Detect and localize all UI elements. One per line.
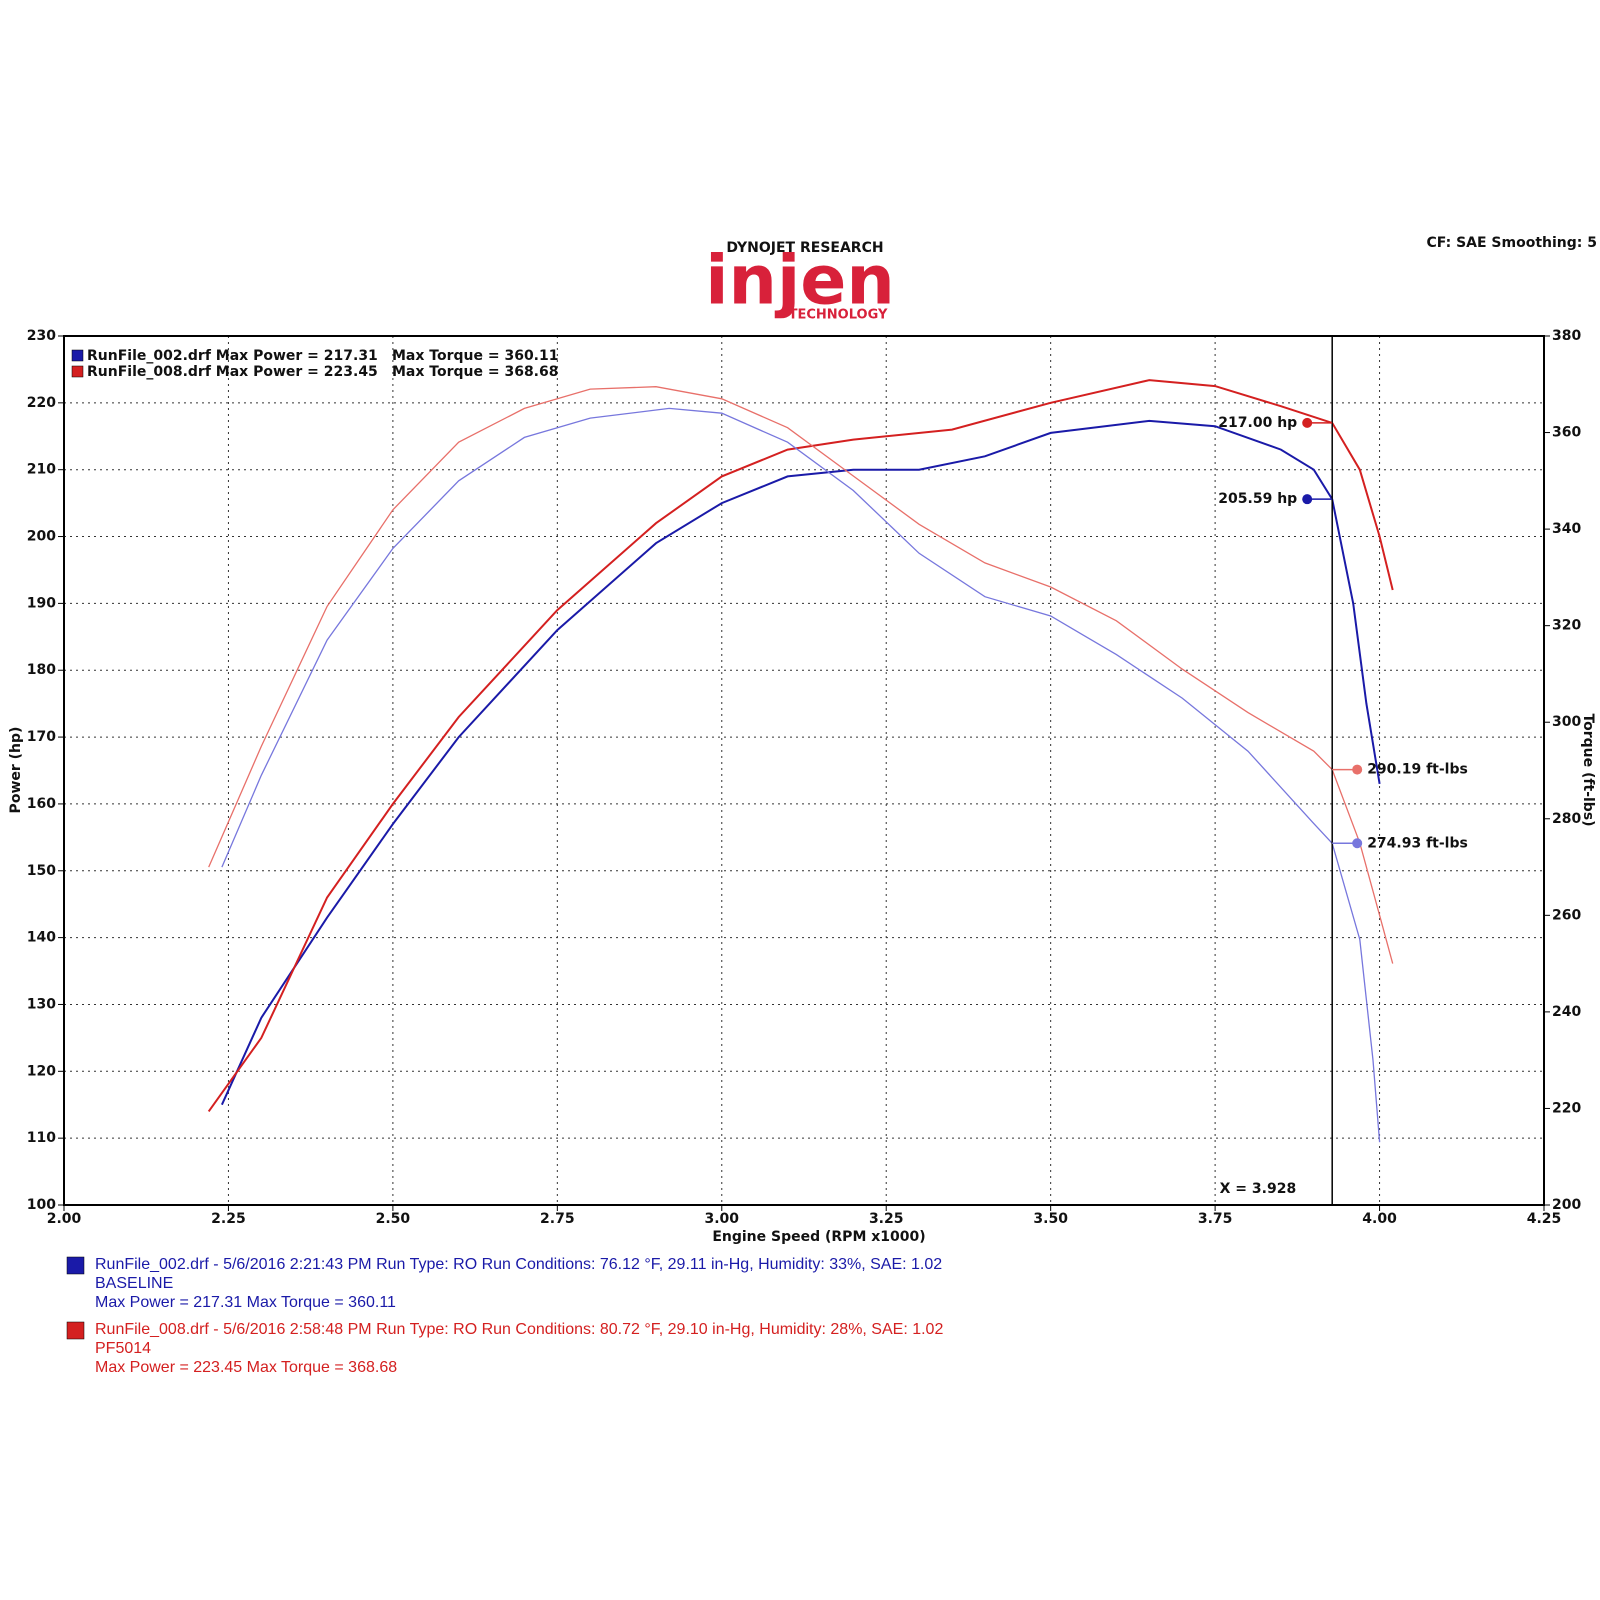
cursor-readout: 217.00 hp (1218, 415, 1297, 431)
y-tick-label: 140 (27, 930, 56, 946)
header: DYNOJET RESEARCH (726, 240, 883, 256)
y-tick-label: 200 (27, 529, 56, 545)
note-line: Max Power = 223.45 Max Torque = 368.68 (95, 1359, 397, 1376)
y2-tick-label: 380 (1552, 328, 1581, 344)
note-swatch (66, 1256, 85, 1275)
note-line: RunFile_002.drf - 5/6/2016 2:21:43 PM Ru… (95, 1256, 942, 1273)
y-tick-label: 170 (27, 729, 56, 745)
plot-frame (63, 335, 1545, 1206)
note-line: RunFile_008.drf - 5/6/2016 2:58:48 PM Ru… (95, 1321, 943, 1338)
y-tick-label: 120 (27, 1063, 56, 1079)
x-tick-label: 2.75 (540, 1211, 575, 1227)
x-tick-label: 2.25 (211, 1211, 246, 1227)
y2-tick-label: 260 (1552, 907, 1581, 923)
cursor-readout: 274.93 ft-lbs (1367, 835, 1468, 851)
y2-tick-label: 340 (1552, 521, 1581, 537)
legend-power: RunFile_008.drf Max Power = 223.45 (87, 364, 378, 380)
y2-tick-label: 300 (1552, 714, 1581, 730)
curve (221, 407, 1381, 1143)
curve (208, 386, 1394, 964)
y2-tick-label: 360 (1552, 425, 1581, 441)
y-tick-label: 160 (27, 796, 56, 812)
legend-torque: Max Torque = 368.68 (392, 364, 558, 380)
x-tick-label: 2.50 (376, 1211, 411, 1227)
x-tick-label: 3.25 (869, 1211, 904, 1227)
cursor-dot (1352, 838, 1363, 849)
y2-tick-label: 220 (1552, 1100, 1581, 1116)
legend-swatch (71, 365, 84, 378)
cursor-readout: 205.59 hp (1218, 491, 1297, 507)
cursor-dot (1302, 417, 1313, 428)
y2-tick-label: 320 (1552, 618, 1581, 634)
logo-sub: TECHNOLOGY (789, 308, 888, 323)
note-swatch (66, 1321, 85, 1340)
legend-torque: Max Torque = 360.11 (392, 348, 558, 364)
x-tick-label: 4.00 (1362, 1211, 1397, 1227)
y-tick-label: 100 (27, 1197, 56, 1213)
settings: CF: SAE Smoothing: 5 (1427, 235, 1597, 251)
x-tick-label: 3.00 (705, 1211, 740, 1227)
y-axis-title: Power (hp) (8, 727, 24, 814)
note-line: Max Power = 217.31 Max Torque = 360.11 (95, 1294, 396, 1311)
y-tick-label: 180 (27, 662, 56, 678)
x-tick-label: 4.25 (1527, 1211, 1562, 1227)
y2-tick-label: 280 (1552, 811, 1581, 827)
y-tick-label: 230 (27, 328, 56, 344)
x-axis-title: Engine Speed (RPM x1000) (712, 1229, 925, 1245)
cursor-dot (1352, 764, 1363, 775)
y-tick-label: 130 (27, 996, 56, 1012)
y-tick-label: 220 (27, 395, 56, 411)
x-tick-label: 3.50 (1033, 1211, 1068, 1227)
legend-power: RunFile_002.drf Max Power = 217.31 (87, 348, 378, 364)
y-tick-label: 150 (27, 863, 56, 879)
note-line: BASELINE (95, 1275, 173, 1292)
x-tick-label: 2.00 (47, 1211, 82, 1227)
logo: injen (705, 242, 895, 321)
x-tick-label: 3.75 (1198, 1211, 1233, 1227)
y2-tick-label: 240 (1552, 1004, 1581, 1020)
cursor-dot (1302, 494, 1313, 505)
y2-tick-label: 200 (1552, 1197, 1581, 1213)
y2-axis-title: Torque (ft-lbs) (1580, 713, 1596, 826)
y-tick-label: 190 (27, 595, 56, 611)
note-line: PF5014 (95, 1340, 151, 1357)
cursor-readout: 290.19 ft-lbs (1367, 762, 1468, 778)
legend-swatch (71, 349, 84, 362)
curve (220, 419, 1381, 1106)
y-tick-label: 110 (27, 1130, 56, 1146)
y-tick-label: 210 (27, 462, 56, 478)
cursor-label: X = 3.928 (1220, 1181, 1297, 1197)
